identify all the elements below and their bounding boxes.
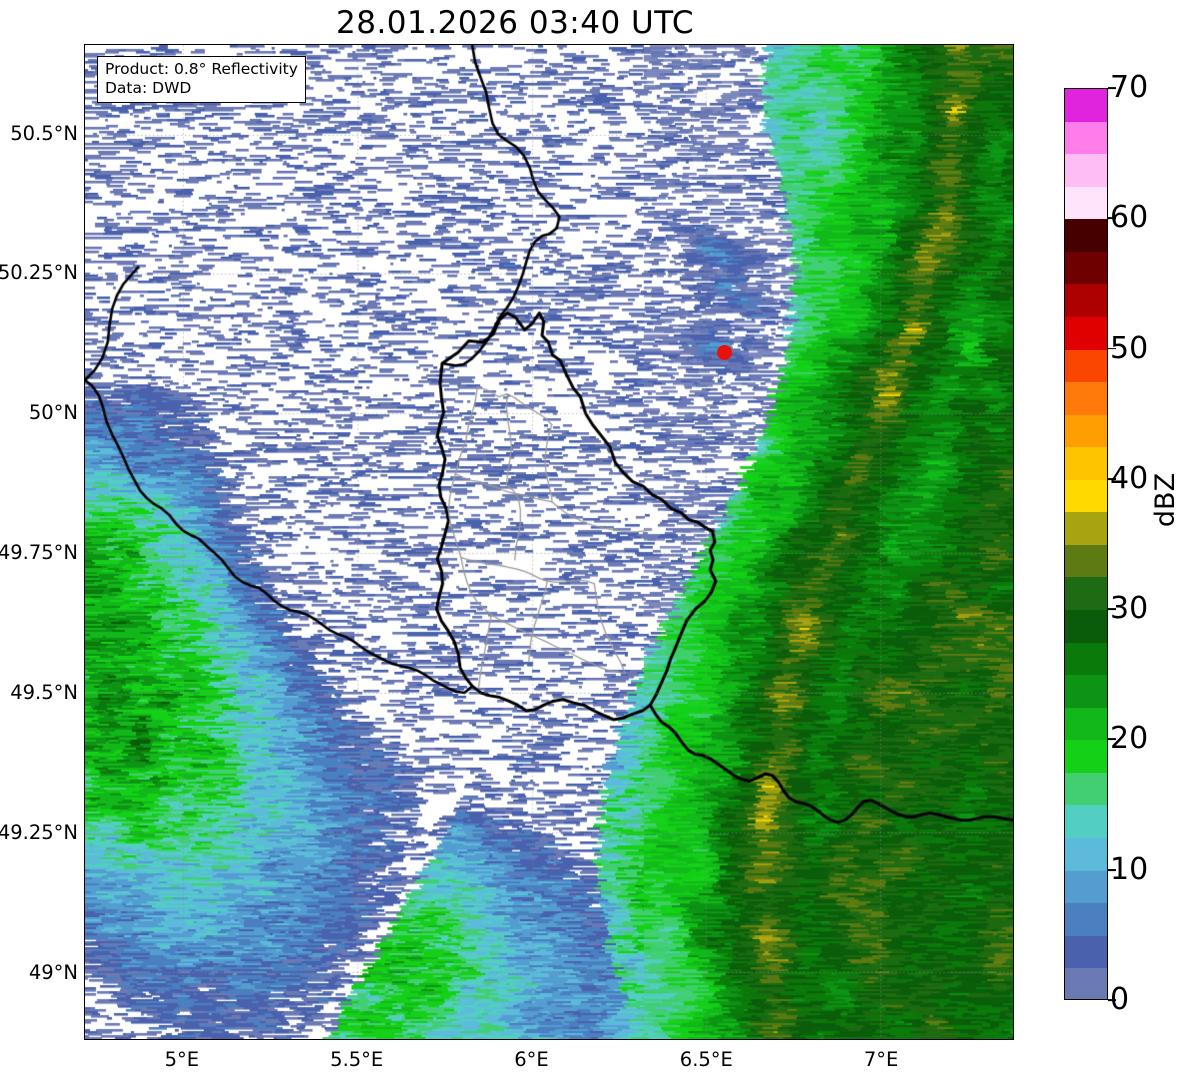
colorbar-tick-mark: [1108, 868, 1116, 871]
colorbar-band: [1065, 903, 1107, 936]
data-source-line: Data: DWD: [105, 79, 192, 97]
colorbar-tick-mark: [1108, 87, 1116, 89]
y-tick-49.75°N: 49.75°N: [0, 541, 78, 565]
colorbar-band: [1065, 479, 1107, 513]
y-tick-49°N: 49°N: [28, 960, 78, 984]
radar-site-marker[interactable]: [717, 345, 733, 361]
x-tick-6°E: 6°E: [514, 1048, 549, 1071]
colorbar-tick-50: 50: [1110, 330, 1149, 366]
colorbar-band: [1065, 935, 1107, 969]
colorbar-band: [1065, 805, 1107, 838]
colorbar-tick-70: 70: [1110, 70, 1149, 105]
colorbar-band: [1065, 219, 1107, 252]
y-tick-49.5°N: 49.5°N: [10, 681, 78, 705]
colorbar-tick-0: 0: [1110, 982, 1130, 1017]
colorbar-tick-mark: [1108, 217, 1116, 220]
colorbar-tick-20: 20: [1110, 721, 1149, 757]
colorbar-tick-10: 10: [1110, 851, 1149, 887]
x-tick-6.5°E: 6.5°E: [679, 1048, 733, 1071]
x-tick-5.5°E: 5.5°E: [330, 1048, 384, 1071]
colorbar-band: [1065, 675, 1107, 708]
page-title: 28.01.2026 03:40 UTC: [336, 5, 694, 41]
colorbar-tick-mark: [1108, 608, 1116, 611]
colorbar-band: [1065, 121, 1107, 155]
x-tick-5°E: 5°E: [164, 1048, 200, 1071]
lat-lon-gridlines: [85, 45, 1013, 1039]
colorbar-band: [1065, 284, 1107, 317]
radar-map-plot[interactable]: Product: 0.8° Reflectivity Data: DWD: [84, 44, 1014, 1040]
product-info-box: Product: 0.8° Reflectivity Data: DWD: [97, 56, 306, 103]
colorbar-band: [1065, 512, 1107, 545]
colorbar-band: [1065, 577, 1107, 610]
colorbar-axis-label: dBZ: [1150, 472, 1181, 528]
colorbar-band: [1065, 740, 1107, 773]
colorbar: [1064, 88, 1108, 1000]
colorbar-tick-60: 60: [1110, 200, 1149, 236]
colorbar-band: [1065, 186, 1107, 220]
colorbar-tick-mark: [1108, 738, 1116, 741]
product-line: Product: 0.8° Reflectivity: [105, 60, 298, 78]
colorbar-band: [1065, 707, 1107, 741]
colorbar-band: [1065, 837, 1107, 871]
y-tick-50.25°N: 50.25°N: [0, 261, 78, 285]
y-tick-50°N: 50°N: [28, 401, 78, 425]
colorbar-band: [1065, 154, 1107, 187]
colorbar-tick-mark: [1108, 999, 1116, 1001]
colorbar-band: [1065, 772, 1107, 806]
colorbar-band: [1065, 251, 1107, 285]
y-tick-50.5°N: 50.5°N: [10, 121, 78, 145]
colorbar-band: [1065, 642, 1107, 676]
colorbar-band: [1065, 544, 1107, 578]
colorbar-tick-mark: [1108, 347, 1116, 350]
colorbar-band: [1065, 610, 1107, 643]
colorbar-tick-40: 40: [1110, 460, 1149, 496]
colorbar-tick-mark: [1108, 477, 1116, 480]
y-tick-49.25°N: 49.25°N: [0, 820, 78, 844]
colorbar-band: [1065, 414, 1107, 448]
colorbar-band: [1065, 870, 1107, 904]
x-tick-7°E: 7°E: [863, 1048, 899, 1071]
colorbar-tick-30: 30: [1110, 591, 1149, 627]
colorbar-band: [1065, 316, 1107, 350]
colorbar-band: [1065, 349, 1107, 383]
colorbar-band: [1065, 968, 1107, 999]
colorbar-band: [1065, 382, 1107, 415]
colorbar-band: [1065, 447, 1107, 480]
colorbar-band: [1065, 89, 1107, 122]
